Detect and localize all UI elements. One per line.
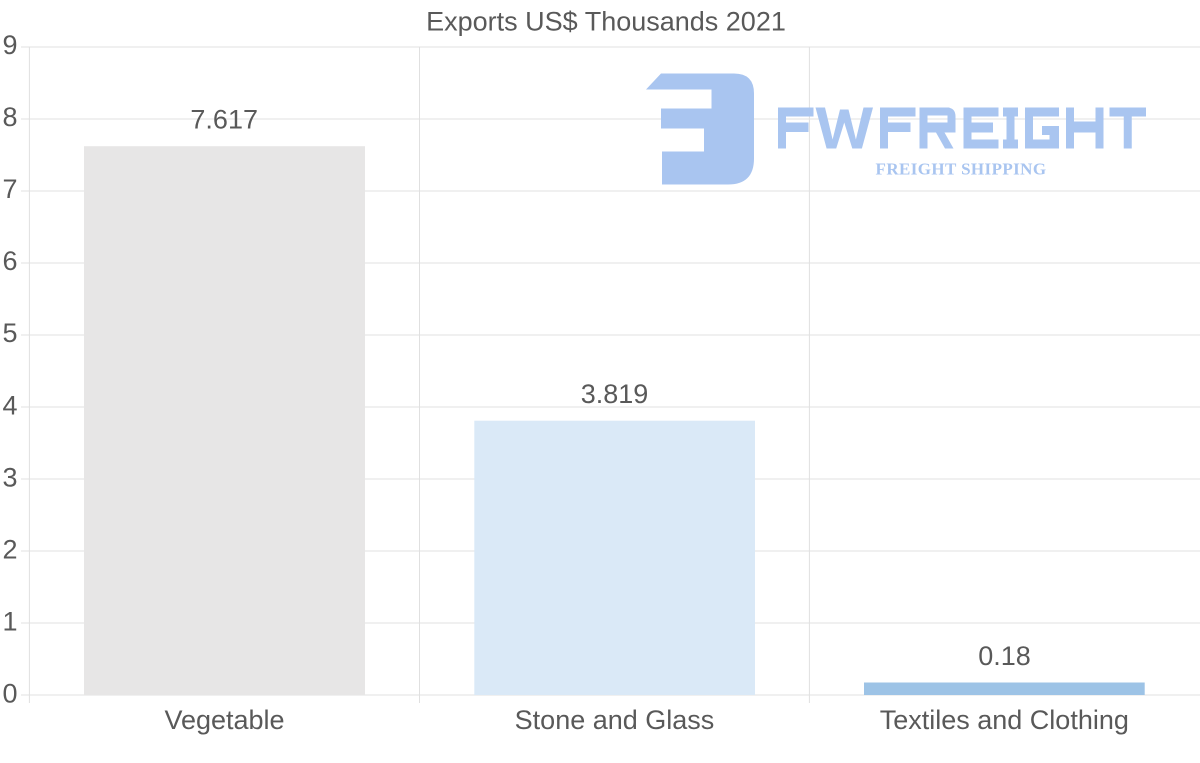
svg-text:7: 7 bbox=[2, 174, 17, 204]
svg-text:9: 9 bbox=[2, 30, 17, 60]
svg-text:5: 5 bbox=[2, 318, 17, 348]
svg-text:FREIGHT SHIPPING: FREIGHT SHIPPING bbox=[876, 160, 1047, 179]
svg-text:0.18: 0.18 bbox=[978, 641, 1031, 671]
svg-text:Textiles and Clothing: Textiles and Clothing bbox=[880, 705, 1129, 735]
svg-text:8: 8 bbox=[2, 102, 17, 132]
svg-text:3.819: 3.819 bbox=[581, 379, 649, 409]
svg-text:Stone and Glass: Stone and Glass bbox=[515, 705, 715, 735]
svg-text:1: 1 bbox=[2, 606, 17, 636]
svg-text:Vegetable: Vegetable bbox=[164, 705, 284, 735]
svg-text:2: 2 bbox=[2, 534, 17, 564]
svg-text:Exports US$ Thousands 2021: Exports US$ Thousands 2021 bbox=[426, 7, 786, 37]
svg-text:6: 6 bbox=[2, 246, 17, 276]
svg-text:4: 4 bbox=[2, 390, 17, 420]
svg-text:7.617: 7.617 bbox=[190, 105, 258, 135]
svg-text:3: 3 bbox=[2, 462, 17, 492]
svg-text:0: 0 bbox=[2, 679, 17, 709]
